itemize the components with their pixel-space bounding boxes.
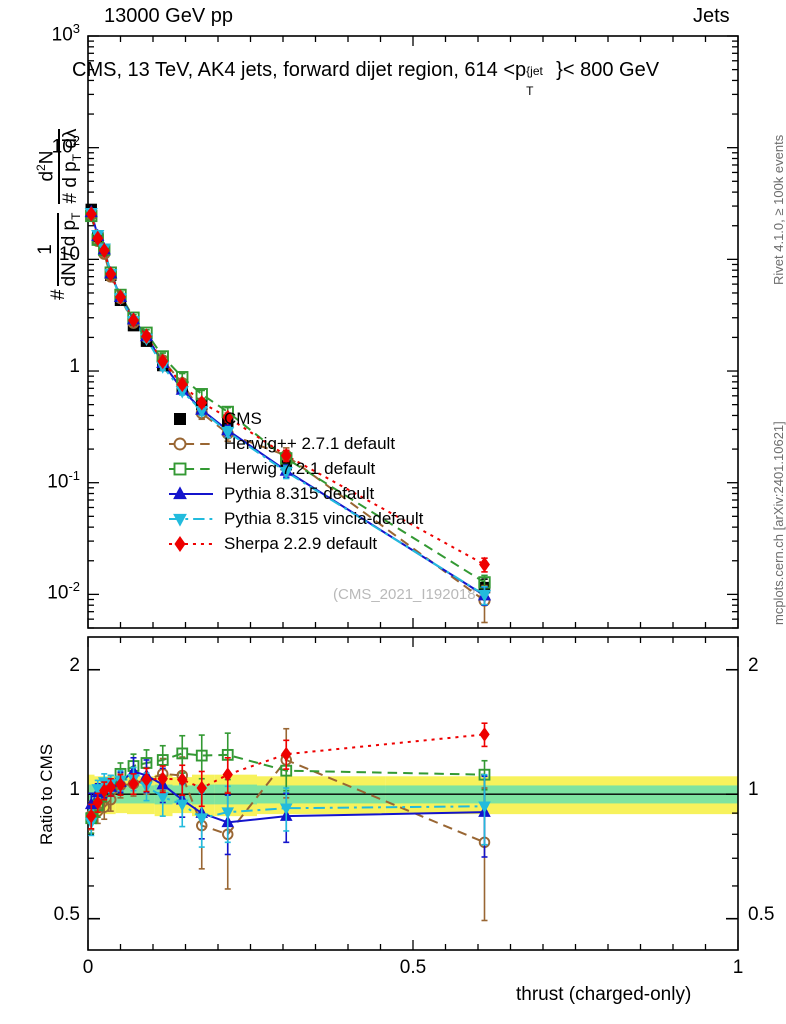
marker-diamond [128, 776, 139, 792]
marker-diamond [280, 447, 292, 464]
plot-title: CMS, 13 TeV, AK4 jets, forward dijet reg… [72, 59, 660, 97]
marker-diamond [196, 780, 207, 796]
marker-diamond [92, 795, 103, 810]
legend-label: Herwig 7.2.1 default [224, 458, 376, 478]
marker-square-open [156, 754, 169, 766]
marker-diamond [157, 353, 169, 370]
marker-triangle-down [221, 807, 235, 820]
marker-diamond [105, 266, 117, 282]
header-right: Jets [693, 5, 730, 27]
legend-item[interactable]: CMS [168, 406, 423, 431]
y-axis-tick-label: 102 [51, 132, 80, 157]
legend-label: Pythia 8.315 default [224, 483, 375, 503]
marker-triangle-down [221, 426, 235, 440]
plot-title-main: CMS, 13 TeV, AK4 jets, forward dijet reg… [72, 59, 527, 81]
ratio-axis-tick-label-left: 2 [69, 654, 80, 676]
marker-diamond [128, 312, 139, 328]
legend-marker-square-filled [174, 412, 186, 425]
marker-diamond [479, 556, 490, 573]
y-axis-tick-label: 1 [69, 356, 80, 378]
marker-triangle-down [478, 801, 491, 814]
marker-diamond [105, 779, 116, 795]
legend-marker-circle-open [169, 437, 213, 450]
legend-item[interactable]: Sherpa 2.2.9 default [168, 531, 423, 556]
marker-diamond [115, 777, 126, 792]
legend-marker-diamond [169, 535, 213, 552]
header-left: 13000 GeV pp [104, 5, 233, 27]
marker-diamond [176, 376, 188, 393]
ratio-axis-tick-label-left: 1 [69, 779, 80, 801]
x-axis-tick-label: 0 [82, 957, 94, 978]
marker-diamond [222, 767, 233, 783]
marker-triangle-down [195, 813, 209, 826]
plot-title-tail: }< 800 GeV [556, 59, 660, 81]
ratio-axis-tick-label-right: 2 [748, 654, 759, 676]
marker-diamond [85, 206, 97, 222]
ratio-axis-tick-label-right: 0.5 [748, 903, 775, 925]
y-axis-tick-label: 10-1 [47, 467, 80, 493]
watermark: (CMS_2021_I1920187) [333, 586, 489, 603]
x-axis-label: thrust (charged-only) [516, 984, 692, 1005]
y-axis-tick-label: 10-2 [47, 579, 80, 604]
legend-label: CMS [224, 408, 262, 428]
x-axis-tick-label: 0.5 [399, 957, 427, 978]
legend-marker-triangle-down [169, 513, 213, 527]
legend-label: Sherpa 2.2.9 default [224, 533, 378, 553]
marker-diamond [86, 808, 97, 824]
ratio-axis-tick-label-right: 1 [748, 779, 759, 801]
marker-diamond [281, 746, 292, 762]
legend: CMS Herwig++ 2.7.1 default Herwig 7.2.1 de… [168, 406, 423, 556]
marker-diamond [141, 328, 152, 344]
marker-diamond [479, 727, 490, 742]
ratio-axis-tick-label-left: 0.5 [53, 903, 80, 925]
legend-marker-triangle-up [169, 485, 213, 499]
marker-square-open [176, 747, 189, 760]
marker-diamond [222, 409, 234, 426]
marker-diamond [115, 289, 126, 305]
marker-triangle-down [477, 589, 492, 603]
marker-triangle-down [279, 803, 293, 816]
legend-item[interactable]: Pythia 8.315 vincia-default [168, 506, 423, 531]
marker-diamond [98, 242, 110, 259]
legend-item[interactable]: Pythia 8.315 default [168, 481, 423, 506]
legend-label: Herwig++ 2.7.1 default [224, 433, 396, 453]
y-axis-tick-label: 103 [51, 21, 80, 46]
plot-title-superscript: {jet [526, 64, 543, 78]
marker-triangle-down [279, 466, 293, 480]
legend-item[interactable]: Herwig 7.2.1 default [168, 456, 423, 481]
marker-diamond [141, 772, 152, 787]
x-axis-tick-label: 1 [732, 957, 744, 978]
marker-diamond [177, 772, 188, 787]
legend-marker-square-open [169, 462, 213, 475]
y-axis-tick-label: 10 [58, 244, 80, 266]
marker-triangle-down [175, 799, 189, 812]
marker-diamond [157, 771, 168, 787]
plot-title-subscript: T [526, 84, 534, 98]
marker-diamond [92, 230, 104, 247]
marker-diamond [196, 395, 208, 411]
legend-item[interactable]: Herwig++ 2.7.1 default [168, 431, 423, 456]
marker-square-open [195, 749, 208, 762]
legend-label: Pythia 8.315 vincia-default [224, 508, 424, 528]
